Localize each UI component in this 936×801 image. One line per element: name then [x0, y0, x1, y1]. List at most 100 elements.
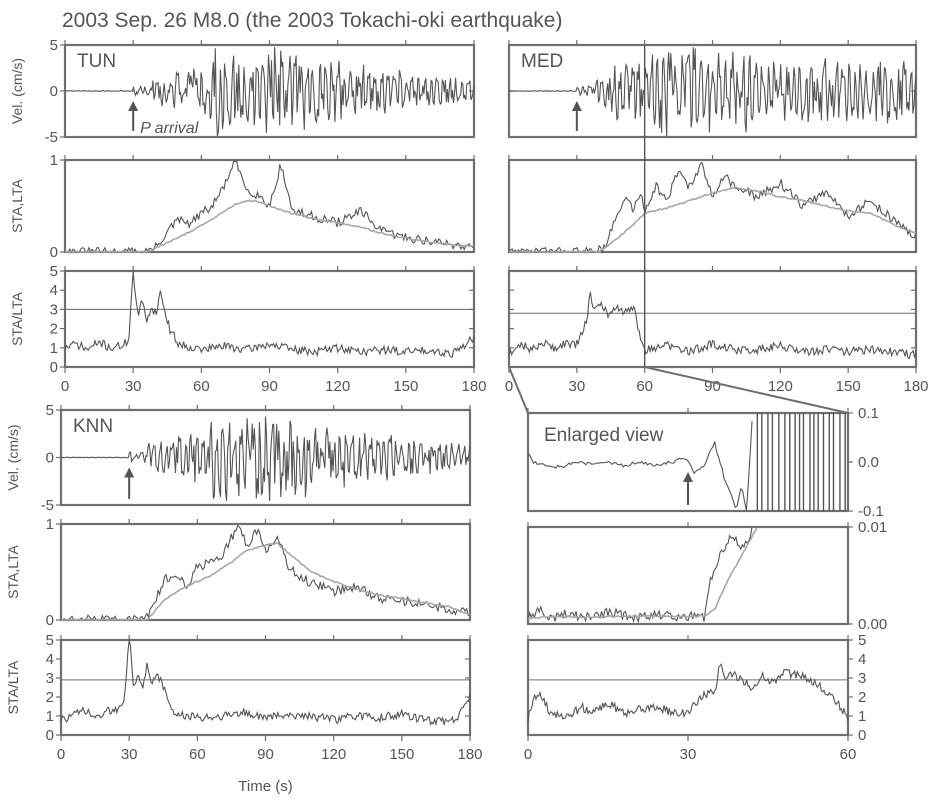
y-tick-label: 3: [46, 670, 54, 687]
y-tick-label: 4: [858, 651, 866, 668]
knn-sta_lta_ratio-panel: 0 1 2 3 4 5 STA/LTA: [5, 632, 472, 744]
sta-lta-ratio-curve: [527, 662, 849, 722]
station-label: TUN: [77, 51, 116, 72]
x-tick-label: 0: [57, 746, 65, 763]
y-axis-label: Vel. (cm/s): [5, 424, 21, 490]
med-enlarged-velocity-panel: -0.1 0.0 0.1: [526, 405, 884, 520]
lta-curve: [527, 527, 758, 620]
med-enlarged-sta_lta_pair-panel: 0.00 0.01: [526, 519, 887, 633]
tun-sta_lta_pair-panel: 0 1 STA,LTA: [9, 152, 476, 261]
y-tick-label: 2: [50, 321, 58, 338]
y-tick-label: 1: [50, 152, 58, 169]
velocity-trace: [527, 421, 753, 511]
chart-med-enlarged: -0.1 0.0 0.1 0.00 0.01 0 1 2 3 4 5 0 30 60 Enlarged vi…: [524, 405, 887, 763]
y-tick-label: 5: [858, 632, 866, 649]
sta-curve: [527, 527, 753, 624]
y-tick-label: 1: [46, 516, 54, 533]
sta_lta_ratio-frame: [526, 638, 850, 737]
y-axis-label: Vel. (cm/s): [9, 58, 25, 124]
y-tick-label: 1: [46, 708, 54, 725]
x-tick-label: 120: [325, 378, 350, 395]
x-tick-label: 30: [680, 746, 697, 763]
y-tick-label: 0: [46, 450, 54, 467]
knn-velocity-panel: -5 0 5 Vel. (cm/s): [5, 402, 472, 514]
lta-curve: [61, 542, 471, 621]
p-arrival-arrowhead: [571, 101, 582, 111]
velocity-trace: [64, 46, 475, 137]
y-tick-label: -0.1: [858, 503, 884, 520]
x-tick-label: 0: [61, 378, 69, 395]
y-tick-label: 0: [50, 359, 58, 376]
p-arrival-arrowhead: [683, 472, 693, 482]
y-tick-label: -5: [41, 497, 54, 514]
x-tick-label: 60: [636, 378, 653, 395]
sta_lta_ratio-frame: [507, 269, 918, 369]
y-tick-label: 3: [858, 670, 866, 687]
chart-knn: -5 0 5 Vel. (cm/s) 0 1 STA,LTA 0 1 2 3 4 5 STA/LTA 0 30…: [5, 402, 483, 795]
lta-curve: [508, 186, 917, 253]
med-enlarged-sta_lta_ratio-panel: 0 1 2 3 4 5: [526, 632, 866, 744]
lta-curve: [65, 199, 474, 253]
x-tick-label: 30: [121, 746, 138, 763]
y-tick-label: 1: [50, 340, 58, 357]
y-tick-label: 5: [46, 632, 54, 649]
y-tick-label: 0.01: [858, 519, 887, 536]
x-tick-label: 60: [193, 378, 210, 395]
enlarged-view-label: Enlarged view: [544, 425, 664, 446]
y-tick-label: 1: [858, 708, 866, 725]
y-tick-label: 0: [858, 727, 866, 744]
med-sta_lta_pair-panel: [507, 155, 918, 254]
y-tick-label: 4: [50, 282, 58, 299]
y-tick-label: 0: [50, 244, 58, 261]
velocity-trace: [61, 416, 471, 502]
x-tick-label: 60: [840, 746, 857, 763]
y-tick-label: 0.00: [858, 616, 887, 633]
sta-lta-ratio-curve: [508, 291, 917, 360]
x-tick-label: 120: [321, 746, 346, 763]
x-tick-label: 30: [568, 378, 585, 395]
x-tick-label: 0: [524, 746, 532, 763]
sta_lta_pair-frame: [59, 522, 472, 622]
sta-lta-ratio-curve: [64, 270, 475, 358]
figure-title: 2003 Sep. 26 M8.0 (the 2003 Tokachi-oki …: [62, 9, 562, 32]
y-tick-label: 4: [46, 651, 54, 668]
x-tick-label: 90: [261, 378, 278, 395]
y-axis-label: STA,LTA: [5, 545, 21, 599]
station-label: KNN: [73, 416, 113, 437]
y-tick-label: 0.0: [858, 454, 879, 471]
chart-tun: -5 0 5 Vel. (cm/s) 0 1 STA,LTA 0 1 2 3 4 5 STA/LTA 0 30…: [9, 37, 487, 395]
y-tick-label: 0: [50, 83, 58, 100]
sta-curve: [61, 524, 471, 622]
x-tick-label: 150: [836, 378, 861, 395]
station-label: MED: [521, 51, 563, 72]
y-tick-label: 0.1: [858, 405, 879, 422]
p-arrival-arrowhead: [128, 101, 139, 111]
knn-sta_lta_pair-panel: 0 1 STA,LTA: [5, 516, 472, 629]
x-tick-label: 180: [457, 746, 482, 763]
sta_lta_ratio-frame: [59, 638, 472, 737]
x-tick-label: 60: [189, 746, 206, 763]
x-tick-label: 150: [389, 746, 414, 763]
y-tick-label: 5: [46, 402, 54, 419]
y-tick-label: 0: [46, 727, 54, 744]
p-arrival-label: P arrival: [140, 120, 199, 137]
y-axis-label: STA,LTA: [9, 179, 25, 233]
zoom-connector-left: [508, 366, 529, 414]
velocity-trace: [508, 47, 917, 137]
y-tick-label: -5: [45, 129, 58, 146]
x-tick-label: 120: [768, 378, 793, 395]
med-velocity-panel: [507, 40, 918, 139]
y-tick-label: 2: [46, 689, 54, 706]
y-tick-label: 5: [50, 37, 58, 54]
y-tick-label: 3: [50, 301, 58, 318]
med-sta_lta_ratio-panel: [507, 266, 918, 369]
y-tick-label: 0: [46, 612, 54, 629]
sta_lta_pair-frame: [507, 158, 918, 254]
sta-lta-ratio-curve: [60, 639, 471, 727]
tun-velocity-panel: -5 0 5 Vel. (cm/s): [9, 37, 476, 146]
x-tick-label: 180: [461, 378, 486, 395]
sta-curve: [508, 161, 917, 254]
